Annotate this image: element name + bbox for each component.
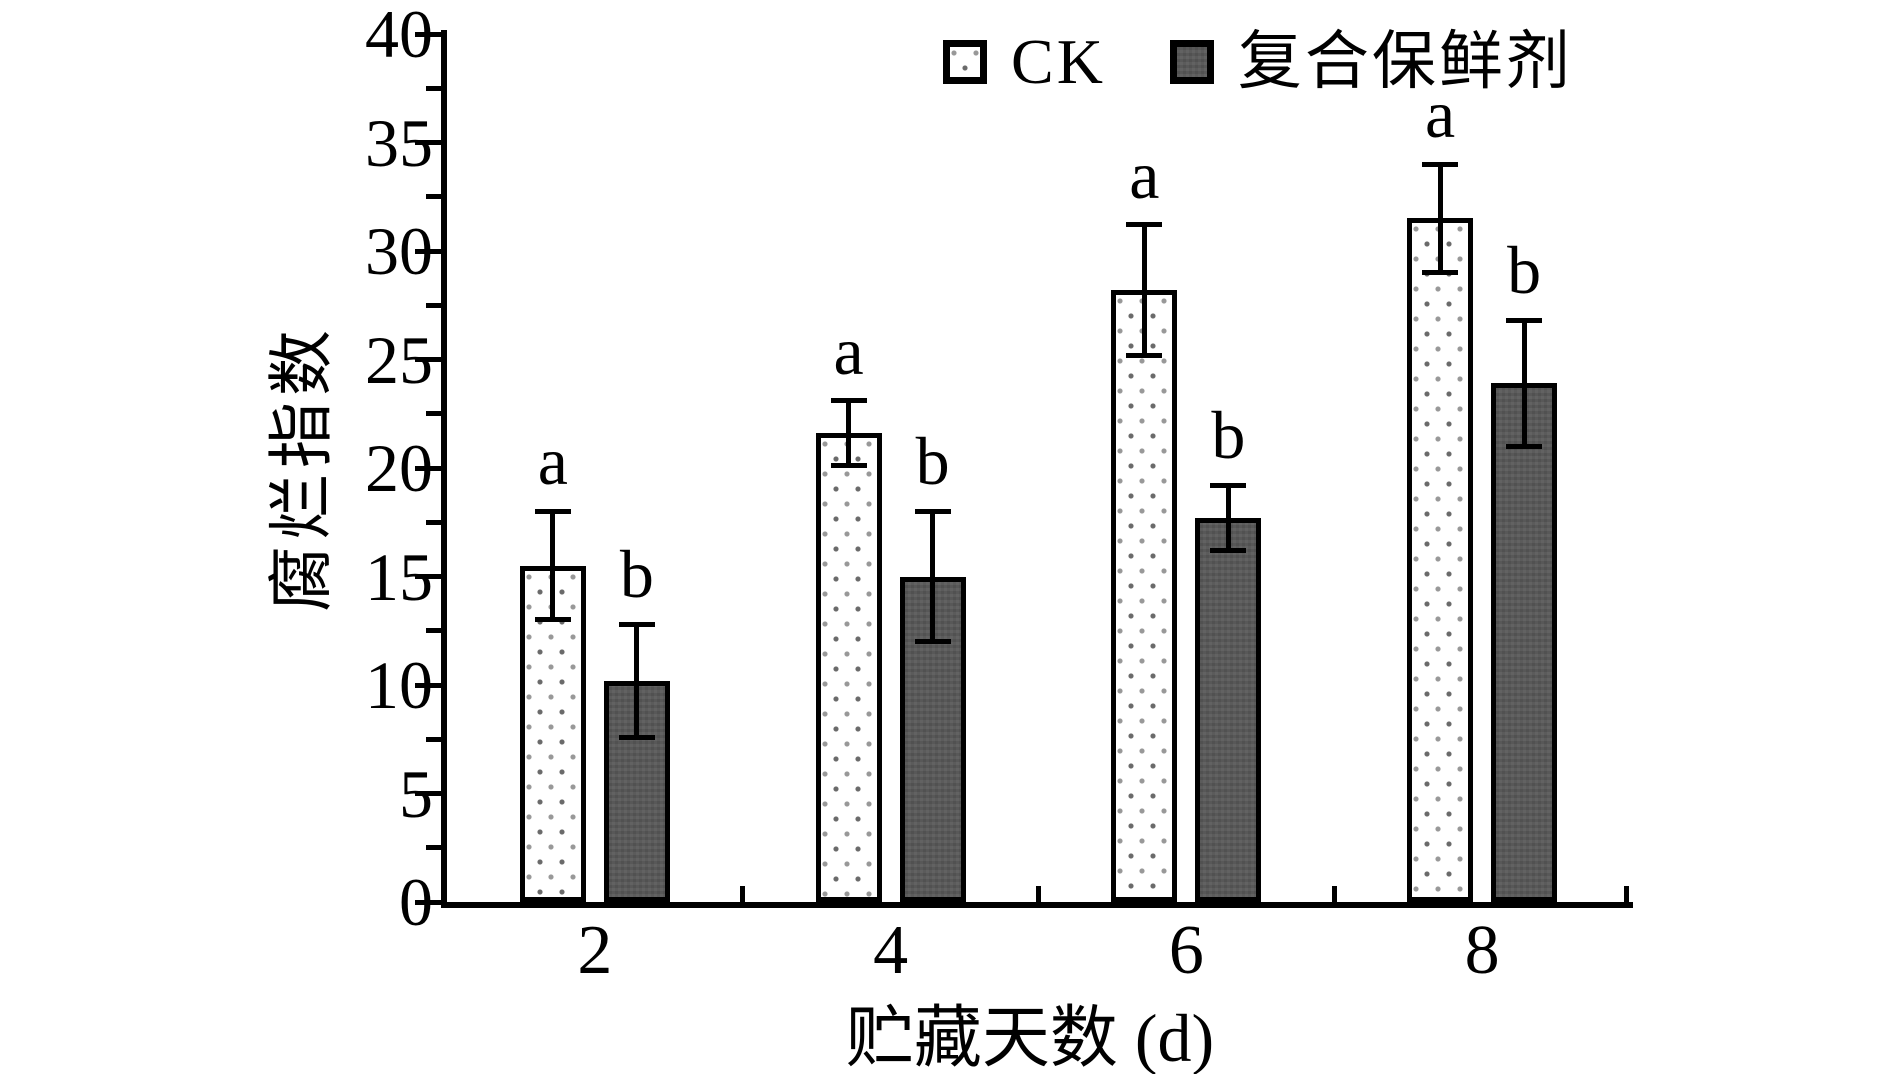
x-axis-line bbox=[441, 902, 1633, 908]
y-major-tick bbox=[415, 140, 441, 145]
x-tick bbox=[1624, 886, 1629, 902]
y-major-tick bbox=[415, 899, 441, 905]
significance-letter: a bbox=[833, 312, 864, 389]
significance-letter: b bbox=[1507, 232, 1542, 309]
error-bar-line bbox=[930, 511, 936, 642]
error-bar-cap-bottom bbox=[830, 463, 867, 469]
error-bar-line bbox=[846, 400, 852, 466]
legend-swatch-icon bbox=[943, 40, 987, 84]
x-tick bbox=[740, 886, 746, 902]
legend-swatch-icon bbox=[1169, 40, 1214, 84]
y-minor-tick bbox=[426, 628, 441, 634]
y-tick-label: 0 bbox=[399, 864, 433, 940]
x-tick-label: 6 bbox=[1168, 912, 1204, 989]
error-bar-cap-bottom bbox=[534, 617, 571, 623]
error-bar-line bbox=[550, 511, 556, 620]
error-bar-cap-bottom bbox=[1210, 547, 1247, 553]
y-minor-tick bbox=[426, 194, 441, 200]
bar-treatment-day6 bbox=[1195, 517, 1262, 902]
y-tick-label: 35 bbox=[365, 104, 433, 181]
significance-letter: a bbox=[537, 423, 568, 500]
y-major-tick bbox=[415, 791, 441, 796]
x-tick-label: 8 bbox=[1464, 912, 1500, 989]
error-bar-line bbox=[1521, 320, 1527, 447]
error-bar-cap-top bbox=[534, 508, 571, 514]
y-major-tick bbox=[415, 465, 441, 471]
x-axis-title: 贮藏天数 (d) bbox=[845, 1000, 1215, 1074]
error-bar-cap-top bbox=[1126, 222, 1163, 228]
y-tick-label: 40 bbox=[365, 0, 433, 72]
legend-item-ck: CK bbox=[943, 26, 1106, 97]
y-major-tick bbox=[415, 357, 441, 362]
error-bar-cap-bottom bbox=[914, 639, 951, 645]
y-minor-tick bbox=[426, 736, 441, 742]
error-bar-cap-top bbox=[914, 508, 951, 514]
legend: CK 复合保鲜剂 bbox=[943, 26, 1573, 97]
x-tick bbox=[1331, 886, 1337, 902]
y-tick-label: 30 bbox=[365, 213, 433, 289]
y-tick-label: 10 bbox=[365, 647, 433, 723]
error-bar-cap-top bbox=[618, 621, 655, 627]
bar-treatment-day8 bbox=[1491, 383, 1558, 902]
y-major-tick bbox=[415, 248, 441, 254]
error-bar-cap-bottom bbox=[1506, 443, 1543, 449]
legend-item-treatment: 复合保鲜剂 bbox=[1169, 26, 1573, 97]
significance-letter: b bbox=[915, 423, 950, 500]
error-bar-cap-top bbox=[1506, 317, 1543, 323]
significance-letter: a bbox=[1129, 136, 1160, 213]
significance-letter: b bbox=[1211, 397, 1246, 474]
error-bar-line bbox=[634, 624, 640, 738]
y-tick-label: 25 bbox=[365, 321, 433, 398]
error-bar-cap-top bbox=[830, 398, 867, 404]
y-minor-tick bbox=[426, 85, 441, 91]
y-minor-tick bbox=[426, 302, 441, 308]
significance-letter: b bbox=[619, 536, 654, 613]
y-minor-tick bbox=[426, 519, 441, 525]
error-bar-cap-top bbox=[1422, 161, 1459, 167]
y-minor-tick bbox=[426, 411, 441, 417]
y-major-tick bbox=[415, 574, 441, 579]
significance-letter: a bbox=[1425, 76, 1456, 153]
error-bar-line bbox=[1141, 224, 1147, 356]
error-bar-cap-top bbox=[1210, 482, 1247, 488]
bar-ck-day6 bbox=[1111, 290, 1178, 902]
legend-label: 复合保鲜剂 bbox=[1237, 26, 1573, 97]
error-bar-line bbox=[1225, 485, 1231, 551]
legend-label: CK bbox=[1011, 26, 1106, 97]
y-minor-tick bbox=[426, 845, 441, 851]
x-tick bbox=[1036, 886, 1041, 902]
y-tick-label: 20 bbox=[365, 430, 433, 506]
error-bar-cap-bottom bbox=[1126, 352, 1163, 358]
error-bar-cap-bottom bbox=[618, 734, 655, 740]
x-tick-label: 4 bbox=[873, 912, 909, 989]
x-tick-label: 2 bbox=[577, 912, 613, 989]
y-tick-label: 15 bbox=[365, 538, 433, 615]
y-major-tick bbox=[415, 31, 441, 37]
y-tick-label: 5 bbox=[399, 755, 433, 832]
error-bar-line bbox=[1437, 164, 1443, 273]
bar-ck-day2 bbox=[519, 565, 586, 902]
y-axis-line bbox=[441, 30, 447, 908]
error-bar-cap-bottom bbox=[1422, 270, 1459, 276]
bar-ck-day8 bbox=[1407, 218, 1474, 902]
bar-ck-day4 bbox=[815, 433, 882, 902]
y-major-tick bbox=[415, 682, 441, 688]
